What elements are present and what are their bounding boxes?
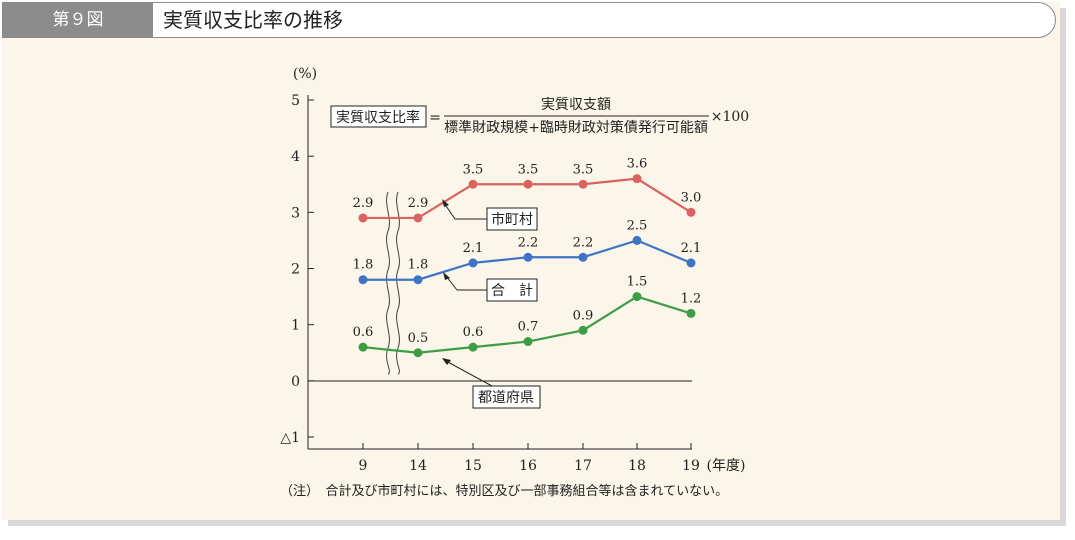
- x-tick-label: 19: [682, 458, 700, 474]
- data-point: [523, 179, 533, 189]
- y-tick-label: 0: [291, 374, 300, 390]
- x-tick-label: 9: [359, 458, 368, 474]
- x-unit-label: (年度): [707, 458, 746, 474]
- data-label: 0.9: [573, 308, 594, 323]
- axis-break: [386, 191, 400, 375]
- data-point: [358, 275, 368, 285]
- data-label: 3.5: [518, 162, 539, 177]
- formula-label-box: [330, 105, 427, 128]
- data-label: 2.1: [681, 241, 702, 256]
- data-point: [358, 213, 368, 223]
- footnote: （注） 合計及び市町村には、特別区及び一部事務組合等は含まれていない。: [280, 483, 728, 499]
- legend-callouts: 市町村 合 計 都道府県: [442, 199, 541, 409]
- callout-prefectures: 都道府県: [442, 358, 541, 409]
- callout-label-prefectures: 都道府県: [478, 390, 534, 406]
- data-point: [686, 258, 696, 268]
- data-label: 1.5: [627, 275, 648, 290]
- data-label: 3.6: [627, 157, 648, 172]
- series-group: 2.9 2.9 3.5 3.5 3.5 3.6 3.0 1.8 1.8 2.1 2.2 2.2 2.5 2…: [353, 157, 702, 358]
- data-point: [578, 179, 588, 189]
- y-tick-label: 2: [291, 262, 300, 278]
- data-point: [468, 258, 478, 268]
- x-tick-label: 18: [628, 458, 646, 474]
- data-label: 2.9: [353, 196, 374, 211]
- figure-number-badge: 第９図: [3, 3, 153, 37]
- data-point: [413, 348, 423, 358]
- formula-numerator: 実質収支額: [541, 97, 611, 113]
- figure-header: 第９図 実質収支比率の推移: [2, 2, 1056, 38]
- data-point: [358, 342, 368, 352]
- callout-label-total: 合 計: [491, 283, 533, 299]
- y-unit-label: (%): [293, 66, 317, 82]
- x-tick-label: 17: [574, 458, 592, 474]
- callout-label-municipalities: 市町村: [491, 211, 533, 228]
- x-tick-label: 15: [464, 458, 482, 474]
- data-label: 1.2: [681, 291, 702, 306]
- y-ticks: 5 4 3 2 1 0 △1: [280, 93, 314, 446]
- data-label: 0.5: [408, 331, 429, 346]
- data-label: 3.0: [681, 190, 702, 205]
- data-point: [523, 337, 533, 347]
- y-tick-label: 4: [291, 149, 300, 165]
- formula: 実質収支比率 = 実質収支額 標準財政規模+臨時財政対策債発行可能額 ×100: [330, 97, 749, 136]
- y-tick-label: 3: [291, 205, 300, 221]
- data-label: 3.5: [463, 162, 484, 177]
- formula-denominator: 標準財政規模+臨時財政対策債発行可能額: [444, 119, 708, 136]
- figure-title: 実質収支比率の推移: [163, 8, 343, 32]
- figure-panel: [2, 2, 1060, 520]
- data-label: 3.5: [573, 162, 594, 177]
- data-point: [686, 308, 696, 318]
- data-point: [632, 292, 642, 302]
- data-label: 2.9: [408, 196, 429, 211]
- callout-total: 合 計: [443, 272, 538, 302]
- data-label: 0.6: [353, 325, 374, 340]
- data-point: [632, 235, 642, 245]
- data-point: [632, 174, 642, 184]
- data-label: 1.8: [408, 258, 429, 273]
- callout-municipalities: 市町村: [442, 199, 538, 231]
- data-point: [413, 275, 423, 285]
- y-tick-label: △1: [280, 430, 300, 446]
- x-tick-label: 14: [409, 458, 427, 474]
- data-point: [468, 342, 478, 352]
- data-label: 0.7: [518, 320, 539, 335]
- data-point: [413, 213, 423, 223]
- data-label: 2.5: [627, 218, 648, 233]
- x-tick-label: 16: [519, 458, 537, 474]
- x-ticks: 9 14 15 16 17 18 19: [359, 443, 700, 474]
- data-label: 2.2: [573, 235, 594, 250]
- data-label: 2.1: [463, 241, 484, 256]
- y-tick-label: 5: [291, 93, 300, 109]
- data-label: 2.2: [518, 235, 539, 250]
- formula-equals: =: [429, 110, 441, 126]
- data-point: [686, 207, 696, 217]
- data-point: [523, 252, 533, 262]
- formula-label: 実質収支比率: [336, 109, 420, 126]
- y-tick-label: 1: [291, 318, 300, 334]
- data-label: 1.8: [353, 258, 374, 273]
- data-point: [578, 252, 588, 262]
- data-label: 0.6: [463, 325, 484, 340]
- data-point: [578, 325, 588, 335]
- data-point: [468, 179, 478, 189]
- formula-multiplier: ×100: [711, 109, 749, 125]
